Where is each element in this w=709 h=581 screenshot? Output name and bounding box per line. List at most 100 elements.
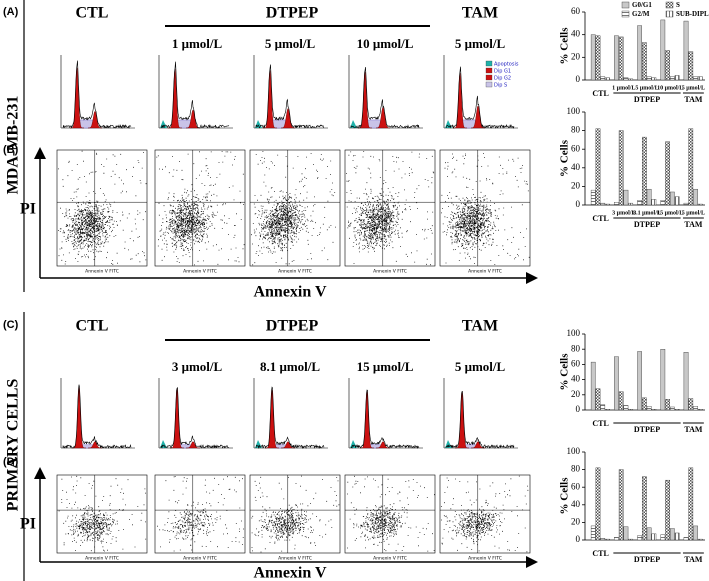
bar <box>674 532 680 541</box>
bar <box>618 130 624 206</box>
bar <box>595 388 601 411</box>
bar <box>623 526 629 541</box>
x-tick-label: CTL <box>592 419 608 428</box>
g1-peak <box>357 71 373 129</box>
x-tick-label: CTL <box>592 549 608 558</box>
dose: 1 μmol/L <box>172 36 223 51</box>
envelope <box>445 391 515 449</box>
bar <box>665 141 670 206</box>
y-tick-label: 100 <box>567 446 581 456</box>
y-tick-label: 100 <box>567 328 581 338</box>
bar <box>642 397 647 411</box>
bar <box>665 50 670 81</box>
scatter-axis-label: Annexin V FITC <box>373 269 407 275</box>
panel-label: (B) <box>3 144 19 156</box>
bar <box>600 202 606 206</box>
y-tick-label: 0 <box>576 199 581 209</box>
group-label: DTPEP <box>634 95 660 104</box>
bar <box>623 77 629 81</box>
y-tick-label: 40 <box>571 162 581 172</box>
bar <box>670 528 675 541</box>
scatter-axis-label: Annexin V FITC <box>468 556 502 562</box>
g1-peak <box>359 391 375 449</box>
bar <box>590 34 596 81</box>
x-tick-label: CTL <box>592 89 608 98</box>
bar <box>651 199 657 206</box>
bar <box>590 189 596 206</box>
legend-swatch <box>621 1 630 9</box>
legend-label: Dip G2 <box>494 76 511 82</box>
dose: 5 μmol/L <box>265 36 316 51</box>
y-tick-label: 20 <box>571 180 581 190</box>
group-label: DTPEP <box>634 220 660 229</box>
scatter-frame <box>249 149 341 267</box>
bar <box>614 537 619 541</box>
dose: 5 μmol/L <box>455 359 506 374</box>
g1-peak <box>71 387 87 449</box>
bar <box>605 538 610 541</box>
group-label: TAM <box>684 555 703 564</box>
bar <box>665 479 670 541</box>
bar <box>642 136 647 206</box>
envelope <box>160 61 230 129</box>
envelope <box>62 60 132 130</box>
g1-peak <box>169 388 185 449</box>
y-tick-label: 40 <box>571 29 581 39</box>
g2-peak <box>280 441 296 449</box>
group-label: TAM <box>684 220 703 229</box>
row-label: PRIMARY CELLS <box>5 379 22 512</box>
bar <box>618 469 624 541</box>
y-tick-label: 20 <box>571 516 581 526</box>
g1-peak <box>69 67 85 129</box>
y-tick-label: 20 <box>571 389 581 399</box>
scatter-dots <box>441 153 530 265</box>
x-tick-label: CTL <box>592 214 608 223</box>
legend-label: Dip G1 <box>494 69 511 75</box>
scatter-frame <box>249 474 341 554</box>
bar <box>642 476 647 541</box>
axis-label: Annexin V <box>253 565 327 581</box>
legend-label: G0/G1 <box>632 1 652 9</box>
bar <box>670 191 675 206</box>
bar <box>618 36 624 81</box>
bar <box>614 35 619 81</box>
panel-label: (D) <box>3 456 19 468</box>
bar <box>623 189 629 206</box>
scatter-dots <box>347 475 435 552</box>
scatter-frame <box>154 149 246 267</box>
x-tick-label: 5 μmol/L <box>682 85 705 91</box>
bar <box>590 361 596 411</box>
scatter-frame <box>344 149 436 267</box>
panel-label: (C) <box>3 319 19 331</box>
bar <box>674 409 680 411</box>
bar <box>697 538 703 541</box>
scatter-axis-label: Annexin V FITC <box>183 269 217 275</box>
envelope <box>350 389 420 450</box>
header: DTPEP <box>266 5 319 22</box>
bar <box>646 76 652 81</box>
g2-peak <box>185 109 201 129</box>
bar <box>628 202 634 206</box>
header: TAM <box>462 5 498 22</box>
g1-peak <box>454 392 470 449</box>
y-tick-label: 80 <box>571 464 581 474</box>
bar <box>595 467 601 541</box>
bar <box>688 128 694 206</box>
y-tick-label: 0 <box>576 534 581 544</box>
scatter-axis-label: Annexin V FITC <box>85 556 119 562</box>
scatter-axis-label: Annexin V FITC <box>85 269 119 275</box>
x-tick-label: 8.1 μmol/L <box>633 210 661 216</box>
scatter-axis-label: Annexin V FITC <box>183 556 217 562</box>
bar <box>623 405 629 411</box>
bar <box>595 128 601 206</box>
g2-peak <box>375 441 391 449</box>
bar <box>651 533 657 541</box>
dose: 8.1 μmol/L <box>260 359 320 374</box>
x-tick-label: 3 μmol/L <box>612 210 635 216</box>
x-tick-label: 5 μmol/L <box>635 85 658 91</box>
axis-label: PI <box>20 516 36 533</box>
scatter-dots <box>346 151 435 266</box>
bar <box>637 351 642 411</box>
g1-peak <box>264 389 280 449</box>
